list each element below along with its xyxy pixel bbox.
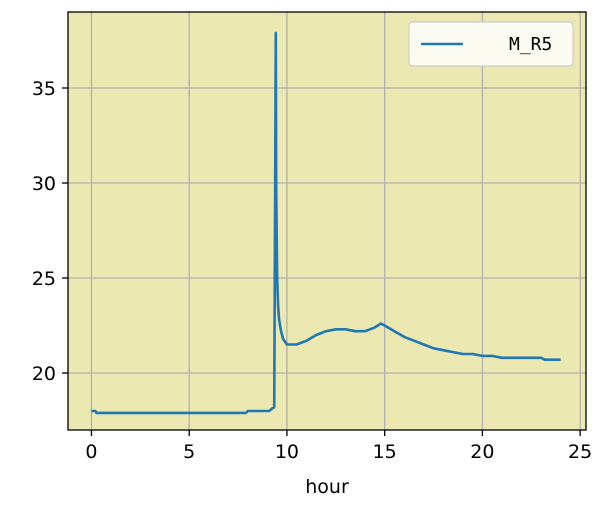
- y-tick-label-30: 30: [32, 173, 56, 195]
- y-tick-label-35: 35: [32, 78, 56, 100]
- x-tick-label-20: 20: [470, 441, 494, 463]
- y-tick-label-20: 20: [32, 363, 56, 385]
- series-group: [91, 31, 561, 415]
- plot-area: [68, 12, 586, 430]
- x-tick-label-15: 15: [373, 441, 397, 463]
- series-line-0: [91, 31, 561, 415]
- legend-label-m-r5: M_R5: [509, 34, 552, 55]
- x-axis-label: hour: [305, 476, 349, 498]
- axis-ticks: 0 5 10 15 20 25 20 25 30 35: [32, 78, 592, 463]
- x-tick-label-10: 10: [275, 441, 299, 463]
- x-tick-label-0: 0: [85, 441, 97, 463]
- x-tick-label-25: 25: [568, 441, 592, 463]
- plot-frame: [67, 11, 587, 431]
- y-tick-label-25: 25: [32, 268, 56, 290]
- grid: [68, 12, 586, 430]
- legend: M_R5: [408, 21, 574, 67]
- legend-box: [408, 21, 574, 67]
- x-tick-label-5: 5: [183, 441, 195, 463]
